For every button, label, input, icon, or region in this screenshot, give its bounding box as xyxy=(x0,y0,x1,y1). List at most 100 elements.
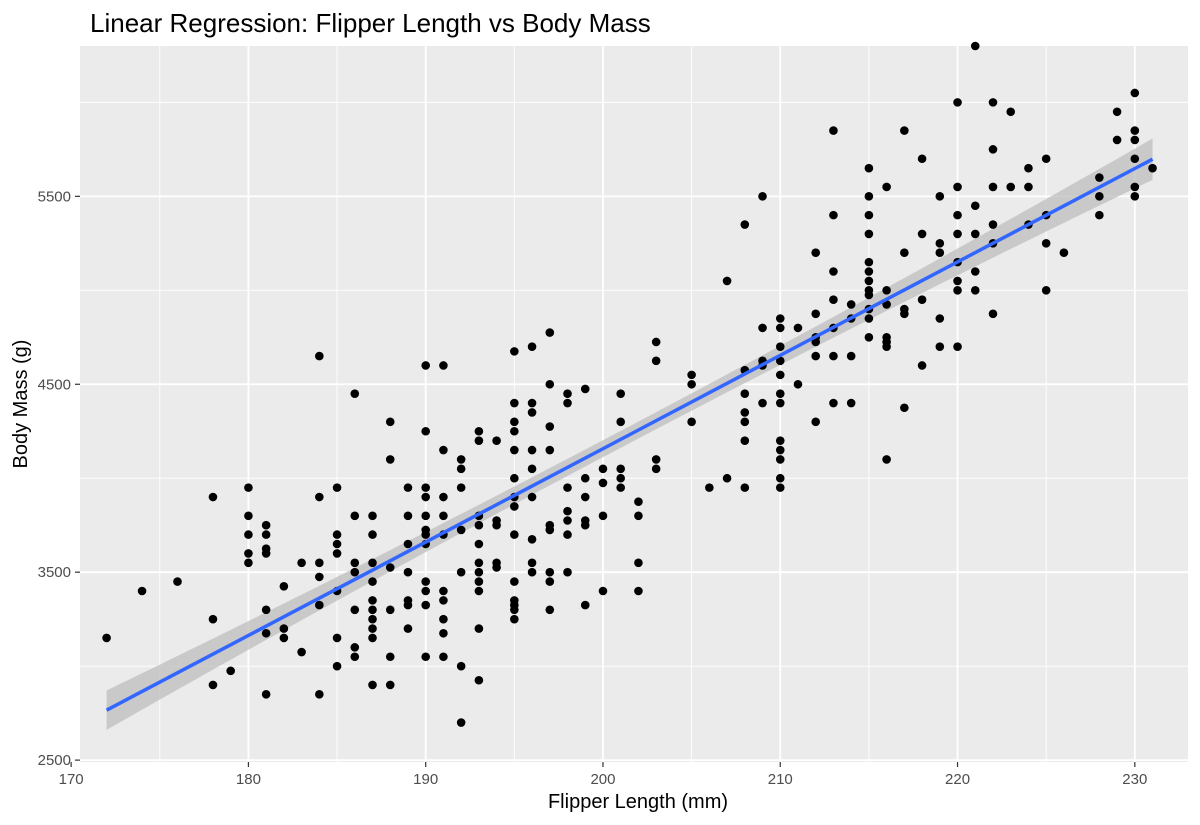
data-point xyxy=(829,267,838,276)
data-point xyxy=(137,586,147,596)
minor-gridlines xyxy=(80,46,1188,762)
data-point xyxy=(864,192,874,201)
data-point xyxy=(545,445,555,455)
data-point xyxy=(687,379,696,389)
plot-panel xyxy=(80,46,1188,762)
data-point xyxy=(775,342,785,351)
data-point xyxy=(988,182,998,192)
data-point xyxy=(598,478,608,488)
data-point xyxy=(492,520,501,530)
data-point xyxy=(421,483,431,492)
data-point xyxy=(474,577,484,586)
data-point xyxy=(527,445,537,455)
data-point xyxy=(563,483,572,492)
data-point xyxy=(1148,163,1157,173)
data-point xyxy=(775,398,785,408)
data-point xyxy=(510,577,519,586)
data-point xyxy=(261,690,271,699)
data-point xyxy=(456,718,466,727)
data-point xyxy=(758,398,767,408)
data-point xyxy=(1041,286,1051,295)
data-point xyxy=(563,389,572,398)
x-tick-label: 200 xyxy=(590,771,615,788)
data-point xyxy=(988,145,998,154)
data-point xyxy=(474,586,484,596)
data-point xyxy=(900,126,909,135)
data-point xyxy=(970,41,980,51)
data-point xyxy=(935,342,945,351)
data-point xyxy=(1095,210,1104,220)
data-point xyxy=(527,408,537,417)
data-point xyxy=(705,483,714,492)
data-point xyxy=(935,314,945,323)
data-point xyxy=(953,210,962,220)
data-point xyxy=(297,558,306,568)
data-point xyxy=(385,563,395,572)
data-point xyxy=(563,530,572,539)
data-point xyxy=(988,309,998,319)
data-point xyxy=(279,624,289,633)
data-point xyxy=(474,426,484,436)
data-point xyxy=(385,417,395,427)
data-point xyxy=(545,605,555,615)
data-point xyxy=(279,633,289,643)
x-axis: 170 180 190 200 210 220 230 xyxy=(59,762,1147,788)
data-point xyxy=(864,332,874,342)
data-point xyxy=(1130,126,1140,135)
data-point xyxy=(474,436,484,445)
data-point xyxy=(598,511,608,521)
data-point xyxy=(740,483,750,492)
data-point xyxy=(935,248,945,258)
data-point xyxy=(882,342,891,351)
data-point xyxy=(385,455,395,464)
x-tick-label: 230 xyxy=(1122,771,1147,788)
major-gridlines xyxy=(70,46,1188,762)
data-point xyxy=(775,370,785,380)
data-point xyxy=(740,389,750,398)
data-point xyxy=(261,549,271,558)
y-axis-title: Body Mass (g) xyxy=(10,340,32,469)
data-point xyxy=(244,483,253,492)
data-point xyxy=(403,567,413,577)
data-point xyxy=(1130,88,1140,98)
data-point xyxy=(846,398,856,408)
data-point xyxy=(315,572,324,582)
data-point xyxy=(811,417,821,427)
data-point xyxy=(740,408,750,417)
data-point xyxy=(1130,135,1140,145)
data-point xyxy=(403,511,413,521)
data-point xyxy=(492,563,501,572)
data-point xyxy=(651,356,661,366)
data-point xyxy=(279,581,289,591)
data-point xyxy=(864,267,874,276)
data-point xyxy=(634,511,643,521)
chart-title: Linear Regression: Flipper Length vs Bod… xyxy=(90,8,651,38)
data-point xyxy=(403,624,413,633)
data-point xyxy=(775,445,785,455)
data-point xyxy=(474,558,484,568)
data-point xyxy=(474,675,484,685)
data-point xyxy=(829,210,838,220)
data-point xyxy=(864,163,874,173)
data-point xyxy=(651,464,661,474)
data-point xyxy=(651,337,661,347)
data-point xyxy=(1130,182,1140,192)
data-point xyxy=(900,403,909,413)
data-point xyxy=(456,567,466,577)
data-point xyxy=(527,535,537,544)
data-point xyxy=(421,361,431,370)
data-point xyxy=(368,558,377,568)
data-point xyxy=(598,586,608,596)
x-tick-label: 170 xyxy=(59,771,84,788)
data-point xyxy=(545,577,555,586)
data-point xyxy=(1130,154,1140,164)
data-point xyxy=(1024,163,1033,173)
data-point xyxy=(793,323,803,333)
data-point xyxy=(315,492,324,502)
data-point xyxy=(439,652,448,662)
data-point xyxy=(935,239,945,248)
data-point xyxy=(208,680,218,690)
x-tick-label: 220 xyxy=(945,771,970,788)
data-point xyxy=(261,628,271,638)
